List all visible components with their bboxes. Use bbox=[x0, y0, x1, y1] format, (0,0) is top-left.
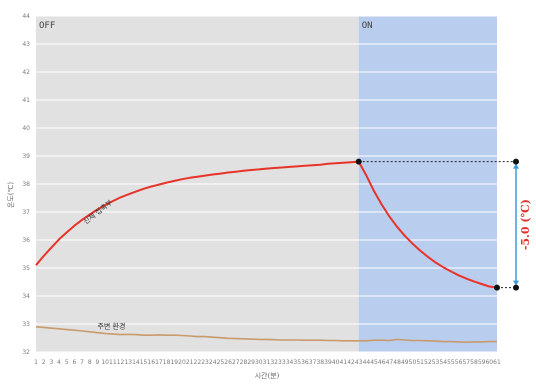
x-tick-label: 9 bbox=[96, 359, 100, 366]
x-tick-label: 50 bbox=[409, 359, 417, 366]
x-tick-label: 46 bbox=[378, 359, 386, 366]
x-tick-label: 27 bbox=[232, 359, 240, 366]
x-axis-ticks: 1 2 3 4 5 6 7 8 9 10 11 12 13 14 15 16 17 18 19 20 21 22 23 24 2… bbox=[34, 359, 501, 366]
x-tick-label: 8 bbox=[88, 359, 92, 366]
grid-layer bbox=[36, 15, 497, 353]
x-tick-label: 42 bbox=[347, 359, 355, 366]
x-tick-label: 26 bbox=[224, 359, 232, 366]
x-tick-label: 19 bbox=[170, 359, 178, 366]
x-tick-label: 41 bbox=[340, 359, 348, 366]
x-tick-label: 20 bbox=[178, 359, 186, 366]
x-tick-label: 40 bbox=[332, 359, 340, 366]
x-tick-label: 29 bbox=[247, 359, 255, 366]
marker-dot bbox=[355, 158, 362, 165]
marker-dot bbox=[513, 284, 519, 291]
x-tick-label: 14 bbox=[132, 359, 140, 366]
marker-dot bbox=[513, 158, 519, 165]
x-tick-label: 6 bbox=[73, 359, 77, 366]
x-tick-label: 61 bbox=[493, 359, 501, 366]
series-line-1 bbox=[35, 326, 497, 343]
arrowhead-up-icon bbox=[513, 163, 519, 169]
y-tick-label: 41 bbox=[22, 97, 30, 104]
y-tick-label: 36 bbox=[22, 237, 30, 244]
x-tick-label: 13 bbox=[124, 359, 132, 366]
series-line-0 bbox=[35, 160, 498, 289]
zone-label-off: OFF bbox=[39, 21, 55, 31]
x-tick-label: 4 bbox=[57, 359, 61, 366]
x-tick-label: 28 bbox=[240, 359, 248, 366]
x-tick-label: 3 bbox=[49, 359, 53, 366]
x-tick-label: 52 bbox=[424, 359, 432, 366]
arrowhead-down-icon bbox=[513, 280, 519, 286]
x-tick-label: 45 bbox=[370, 359, 378, 366]
y-tick-label: 35 bbox=[22, 265, 30, 272]
x-tick-label: 31 bbox=[263, 359, 271, 366]
x-tick-label: 53 bbox=[432, 359, 440, 366]
y-tick-label: 38 bbox=[22, 181, 30, 188]
x-tick-label: 32 bbox=[270, 359, 278, 366]
x-tick-label: 12 bbox=[117, 359, 125, 366]
x-tick-label: 25 bbox=[217, 359, 225, 366]
x-tick-label: 59 bbox=[478, 359, 486, 366]
x-tick-label: 49 bbox=[401, 359, 409, 366]
zone-label-on: ON bbox=[362, 21, 373, 31]
x-tick-label: 37 bbox=[309, 359, 317, 366]
x-tick-label: 58 bbox=[470, 359, 478, 366]
x-tick-label: 5 bbox=[65, 359, 69, 366]
x-tick-label: 60 bbox=[485, 359, 493, 366]
x-tick-label: 43 bbox=[355, 359, 363, 366]
x-tick-label: 1 bbox=[34, 359, 38, 366]
delta-value-label: -5.0 (℃) bbox=[519, 199, 532, 250]
y-tick-label: 43 bbox=[22, 41, 30, 48]
x-tick-label: 22 bbox=[194, 359, 202, 366]
x-tick-label: 21 bbox=[186, 359, 194, 366]
y-axis-label: 온도(℃) bbox=[7, 182, 15, 208]
x-tick-label: 18 bbox=[163, 359, 171, 366]
x-tick-label: 39 bbox=[324, 359, 332, 366]
y-axis-ticks: 32 33 34 35 36 37 38 39 40 41 42 43 44 bbox=[22, 13, 30, 356]
x-tick-label: 23 bbox=[201, 359, 209, 366]
x-tick-label: 55 bbox=[447, 359, 455, 366]
x-tick-label: 24 bbox=[209, 359, 217, 366]
x-tick-label: 7 bbox=[80, 359, 84, 366]
x-tick-label: 35 bbox=[293, 359, 301, 366]
x-tick-label: 51 bbox=[416, 359, 424, 366]
x-tick-label: 56 bbox=[455, 359, 463, 366]
x-tick-label: 54 bbox=[439, 359, 447, 366]
y-tick-label: 32 bbox=[22, 349, 30, 356]
y-tick-label: 34 bbox=[22, 293, 30, 300]
x-axis-label: 시간(분) bbox=[255, 371, 280, 380]
x-tick-label: 11 bbox=[109, 359, 117, 366]
y-tick-label: 33 bbox=[22, 321, 30, 328]
x-tick-label: 33 bbox=[278, 359, 286, 366]
y-tick-label: 42 bbox=[22, 69, 30, 76]
x-tick-label: 17 bbox=[155, 359, 163, 366]
y-tick-label: 44 bbox=[22, 13, 30, 20]
x-tick-label: 47 bbox=[386, 359, 394, 366]
x-tick-label: 44 bbox=[363, 359, 371, 366]
x-tick-label: 10 bbox=[101, 359, 109, 366]
y-tick-label: 39 bbox=[22, 153, 30, 160]
series-label-1: 주변 환경 bbox=[97, 322, 125, 331]
x-tick-label: 34 bbox=[286, 359, 294, 366]
x-tick-label: 57 bbox=[462, 359, 470, 366]
y-tick-label: 40 bbox=[22, 125, 30, 132]
x-tick-label: 15 bbox=[140, 359, 148, 366]
y-tick-label: 37 bbox=[22, 209, 30, 216]
delta-annotation: -5.0 (℃) bbox=[355, 158, 532, 291]
x-tick-label: 38 bbox=[316, 359, 324, 366]
x-tick-label: 30 bbox=[255, 359, 263, 366]
x-tick-label: 48 bbox=[393, 359, 401, 366]
marker-dot bbox=[494, 284, 500, 291]
x-tick-label: 16 bbox=[147, 359, 155, 366]
x-tick-label: 2 bbox=[42, 359, 46, 366]
x-tick-label: 36 bbox=[301, 359, 309, 366]
